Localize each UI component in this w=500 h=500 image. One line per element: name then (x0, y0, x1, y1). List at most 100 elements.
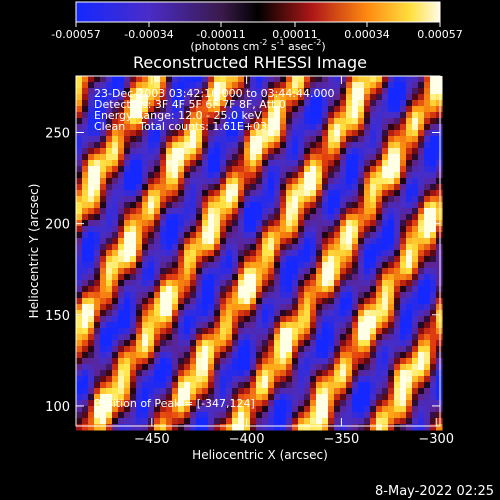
heatmap-pixel (430, 124, 437, 131)
heatmap-pixel (412, 124, 419, 131)
heatmap-pixel (262, 418, 269, 425)
heatmap-pixel (202, 364, 209, 371)
heatmap-pixel (118, 298, 125, 305)
heatmap-pixel (160, 214, 167, 221)
heatmap-pixel (100, 208, 107, 215)
heatmap-pixel (256, 124, 263, 131)
heatmap-pixel (244, 124, 251, 131)
heatmap-pixel (406, 334, 413, 341)
heatmap-pixel (142, 424, 149, 431)
heatmap-pixel (214, 160, 221, 167)
heatmap-pixel (292, 136, 299, 143)
heatmap-pixel (280, 100, 287, 107)
heatmap-pixel (112, 130, 119, 137)
heatmap-pixel (436, 292, 443, 299)
heatmap-pixel (310, 352, 317, 359)
heatmap-pixel (388, 172, 395, 179)
heatmap-pixel (244, 274, 251, 281)
heatmap-pixel (286, 208, 293, 215)
heatmap-pixel (346, 172, 353, 179)
heatmap-pixel (364, 214, 371, 221)
heatmap-pixel (304, 208, 311, 215)
heatmap-pixel (334, 358, 341, 365)
heatmap-pixel (136, 412, 143, 419)
heatmap-pixel (334, 142, 341, 149)
heatmap-pixel (304, 394, 311, 401)
heatmap-pixel (184, 274, 191, 281)
heatmap-pixel (166, 340, 173, 347)
heatmap-pixel (232, 364, 239, 371)
heatmap-pixel (130, 154, 137, 161)
heatmap-pixel (322, 250, 329, 257)
heatmap-pixel (370, 220, 377, 227)
heatmap-pixel (340, 106, 347, 113)
heatmap-pixel (418, 394, 425, 401)
heatmap-pixel (202, 400, 209, 407)
heatmap-pixel (376, 358, 383, 365)
heatmap-pixel (328, 424, 335, 431)
heatmap-pixel (178, 424, 185, 431)
heatmap-pixel (238, 274, 245, 281)
heatmap-pixel (268, 334, 275, 341)
heatmap-pixel (262, 334, 269, 341)
heatmap-pixel (124, 280, 131, 287)
heatmap-pixel (112, 388, 119, 395)
heatmap-pixel (388, 334, 395, 341)
heatmap-pixel (340, 340, 347, 347)
heatmap-pixel (76, 100, 83, 107)
heatmap-pixel (280, 124, 287, 131)
heatmap-pixel (256, 382, 263, 389)
heatmap-pixel (136, 268, 143, 275)
heatmap-pixel (412, 136, 419, 143)
heatmap-pixel (352, 280, 359, 287)
heatmap-pixel (124, 106, 131, 113)
heatmap-pixel (136, 226, 143, 233)
heatmap-pixel (268, 376, 275, 383)
heatmap-pixel (100, 214, 107, 221)
heatmap-pixel (286, 358, 293, 365)
heatmap-pixel (436, 166, 443, 173)
heatmap-pixel (106, 148, 113, 155)
heatmap-pixel (280, 304, 287, 311)
heatmap-pixel (88, 304, 95, 311)
heatmap-pixel (298, 184, 305, 191)
heatmap-pixel (256, 118, 263, 125)
heatmap-pixel (298, 406, 305, 413)
heatmap-pixel (82, 292, 89, 299)
heatmap-pixel (370, 94, 377, 101)
heatmap-pixel (424, 358, 431, 365)
heatmap-pixel (262, 286, 269, 293)
heatmap-pixel (436, 316, 443, 323)
heatmap-pixel (268, 304, 275, 311)
heatmap-pixel (322, 244, 329, 251)
heatmap-pixel (382, 178, 389, 185)
heatmap-pixel (328, 196, 335, 203)
heatmap-pixel (376, 196, 383, 203)
heatmap-pixel (76, 250, 83, 257)
heatmap-pixel (208, 82, 215, 89)
heatmap-pixel (226, 106, 233, 113)
heatmap-pixel (304, 316, 311, 323)
heatmap-pixel (220, 112, 227, 119)
heatmap-pixel (160, 346, 167, 353)
heatmap-pixel (76, 274, 83, 281)
heatmap-pixel (202, 190, 209, 197)
heatmap-pixel (154, 406, 161, 413)
heatmap-pixel (280, 364, 287, 371)
heatmap-pixel (94, 220, 101, 227)
heatmap-pixel (250, 268, 257, 275)
heatmap-pixel (238, 406, 245, 413)
heatmap-pixel (418, 76, 425, 83)
heatmap-pixel (124, 262, 131, 269)
heatmap-pixel (328, 292, 335, 299)
heatmap-pixel (430, 226, 437, 233)
heatmap-pixel (310, 346, 317, 353)
y-tick-label: 100 (45, 400, 70, 415)
heatmap-pixel (340, 148, 347, 155)
heatmap-pixel (106, 262, 113, 269)
heatmap-pixel (358, 100, 365, 107)
heatmap-pixel (124, 82, 131, 89)
heatmap-pixel (208, 208, 215, 215)
heatmap-pixel (430, 136, 437, 143)
heatmap-pixel (142, 178, 149, 185)
